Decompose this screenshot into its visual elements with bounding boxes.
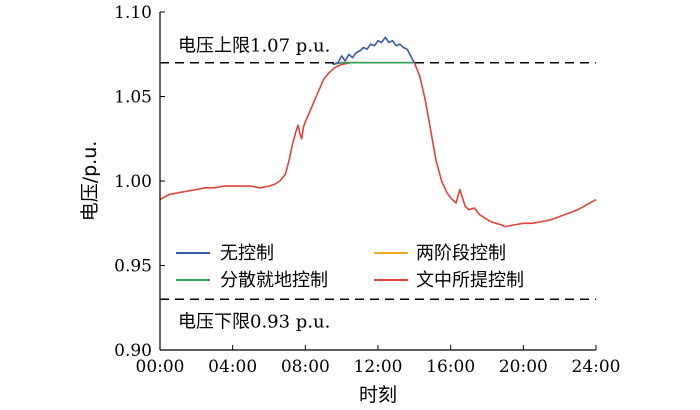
y-tick-label: 1.00 <box>114 172 152 192</box>
x-tick-label: 04:00 <box>208 357 257 377</box>
y-tick-label: 1.10 <box>114 3 152 23</box>
x-tick-label: 24:00 <box>572 357 621 377</box>
y-axis-title: 电压/p.u. <box>79 141 101 222</box>
y-tick-label: 0.90 <box>114 341 152 361</box>
lower-limit-label: 电压下限0.93 p.u. <box>178 311 330 332</box>
legend-label: 两阶段控制 <box>416 243 506 264</box>
x-tick-label: 00:00 <box>136 357 185 377</box>
series-line-3 <box>159 61 597 228</box>
x-axis-title: 时刻 <box>359 384 397 406</box>
tick-labels: 00:00 04:00 08:00 12:00 16:00 20:00 24:00 0.90 0… <box>114 3 620 377</box>
series-line-2 <box>332 61 415 66</box>
series-lines <box>159 36 597 228</box>
series-line-0 <box>332 36 416 66</box>
x-tick-label: 08:00 <box>281 357 330 377</box>
x-tick-label: 20:00 <box>499 357 548 377</box>
x-tick-label: 12:00 <box>354 357 403 377</box>
y-tick-label: 1.05 <box>114 88 152 108</box>
upper-limit-label: 电压上限1.07 p.u. <box>178 36 330 57</box>
legend-label: 文中所提控制 <box>416 270 524 291</box>
y-tick-label: 0.95 <box>114 257 152 277</box>
legend-label: 无控制 <box>220 243 274 264</box>
x-tick-label: 16:00 <box>426 357 475 377</box>
legend-label: 分散就地控制 <box>220 270 328 291</box>
